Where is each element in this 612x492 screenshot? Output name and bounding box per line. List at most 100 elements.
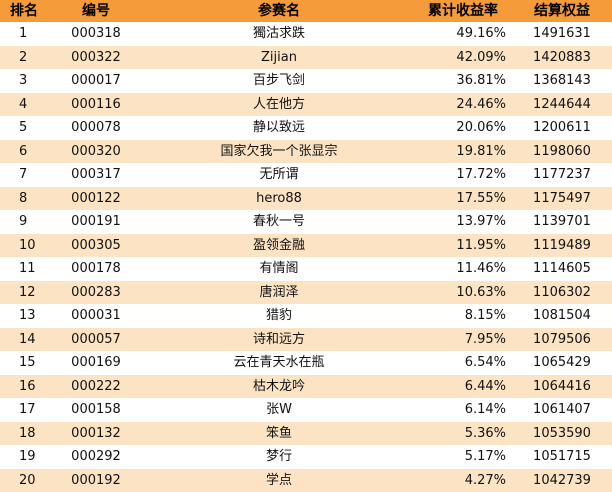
- header-rank: 排名: [10, 3, 38, 19]
- cell-name: 云在青天水在瓶: [233, 355, 325, 370]
- table-row: 2 000322 Zijian 42.09% 1420883: [0, 45, 612, 69]
- cell-equity: 1491631: [533, 26, 591, 41]
- table-row: 3 000017 百步飞剑 36.81% 1368143: [0, 69, 612, 93]
- cell-return: 11.95%: [456, 237, 506, 253]
- cell-name: 张W: [266, 402, 292, 417]
- cell-equity: 1119489: [533, 237, 591, 253]
- cell-name: Zijian: [261, 49, 297, 65]
- cell-rank: 14: [19, 331, 36, 347]
- cell-code: 000305: [71, 237, 121, 253]
- cell-return: 11.46%: [456, 261, 506, 276]
- cell-return: 6.14%: [464, 402, 506, 417]
- cell-name: 盈领金融: [252, 237, 305, 253]
- table-row: 19 000292 梦行 5.17% 1051715: [0, 445, 612, 469]
- table-row: 9 000191 春秋一号 13.97% 1139701: [0, 210, 612, 234]
- cell-rank: 15: [19, 355, 36, 370]
- cell-code: 000132: [71, 425, 121, 441]
- table-row: 16 000222 枯木龙吟 6.44% 1064416: [0, 374, 612, 398]
- cell-return: 5.36%: [464, 425, 506, 441]
- cell-return: 19.81%: [456, 143, 506, 159]
- cell-equity: 1051715: [533, 449, 591, 464]
- cell-code: 000191: [71, 214, 121, 229]
- cell-code: 000322: [71, 49, 121, 65]
- cell-return: 42.09%: [456, 49, 506, 65]
- cell-name: 百步飞剑: [252, 73, 305, 88]
- cell-rank: 3: [19, 73, 28, 88]
- cell-name: 无所谓: [259, 167, 299, 182]
- cell-return: 24.46%: [456, 96, 506, 112]
- cell-rank: 19: [19, 449, 36, 464]
- cell-return: 6.44%: [464, 378, 506, 394]
- cell-code: 000178: [71, 261, 121, 276]
- cell-equity: 1064416: [533, 378, 591, 394]
- cell-name: 猎豹: [265, 308, 292, 323]
- cell-return: 36.81%: [456, 73, 506, 88]
- cell-equity: 1053590: [533, 425, 591, 441]
- cell-code: 000017: [71, 73, 121, 88]
- cell-code: 000057: [71, 331, 121, 347]
- cell-name: 人在他方: [252, 96, 305, 112]
- cell-return: 7.95%: [464, 331, 506, 347]
- cell-name: 学点: [265, 472, 292, 488]
- cell-return: 49.16%: [456, 26, 506, 41]
- cell-name: 春秋一号: [252, 214, 305, 229]
- cell-rank: 18: [19, 425, 36, 441]
- header-equity: 结算权益: [534, 3, 590, 19]
- cell-rank: 10: [19, 237, 36, 253]
- cell-return: 4.27%: [464, 472, 506, 488]
- cell-code: 000317: [71, 167, 121, 182]
- cell-equity: 1244644: [533, 96, 591, 112]
- table-row: 20 000192 学点 4.27% 1042739: [0, 468, 612, 492]
- cell-return: 5.17%: [464, 449, 506, 464]
- cell-equity: 1114605: [533, 261, 591, 276]
- table-row: 10 000305 盈领金融 11.95% 1119489: [0, 233, 612, 257]
- cell-rank: 16: [19, 378, 36, 394]
- cell-rank: 12: [19, 284, 36, 300]
- cell-equity: 1175497: [533, 190, 591, 206]
- cell-equity: 1420883: [533, 49, 591, 65]
- table-row: 17 000158 张W 6.14% 1061407: [0, 398, 612, 422]
- cell-return: 17.72%: [456, 167, 506, 182]
- cell-rank: 9: [19, 214, 28, 229]
- cell-rank: 2: [19, 49, 28, 65]
- table-row: 7 000317 无所谓 17.72% 1177237: [0, 163, 612, 187]
- table-row: 4 000116 人在他方 24.46% 1244644: [0, 92, 612, 116]
- cell-code: 000320: [71, 143, 121, 159]
- header-name: 参赛名: [258, 3, 300, 19]
- table-header: 排名 编号 参赛名 累计收益率 结算权益: [0, 0, 612, 22]
- header-row: 排名 编号 参赛名 累计收益率 结算权益: [0, 0, 612, 22]
- table-row: 5 000078 静以致远 20.06% 1200611: [0, 116, 612, 140]
- cell-name: 獨沽求跌: [252, 26, 305, 41]
- cell-equity: 1368143: [533, 73, 591, 88]
- table-row: 1 000318 獨沽求跌 49.16% 1491631: [0, 22, 612, 46]
- cell-equity: 1042739: [533, 472, 591, 488]
- table-row: 12 000283 唐润泽 10.63% 1106302: [0, 280, 612, 304]
- table-row: 18 000132 笨鱼 5.36% 1053590: [0, 421, 612, 445]
- cell-code: 000116: [71, 96, 121, 112]
- cell-return: 17.55%: [456, 190, 506, 206]
- cell-code: 000169: [71, 355, 121, 370]
- cell-code: 000158: [71, 402, 121, 417]
- cell-equity: 1139701: [533, 214, 591, 229]
- cell-equity: 1081504: [533, 308, 591, 323]
- cell-name: 诗和远方: [252, 331, 305, 347]
- cell-name: 梦行: [265, 449, 292, 464]
- cell-rank: 11: [19, 261, 36, 276]
- cell-return: 10.63%: [456, 284, 506, 300]
- cell-rank: 5: [19, 120, 28, 135]
- header-code: 编号: [82, 3, 110, 19]
- cell-rank: 8: [19, 190, 28, 206]
- cell-rank: 1: [19, 26, 28, 41]
- table-row: 15 000169 云在青天水在瓶 6.54% 1065429: [0, 351, 612, 375]
- cell-return: 8.15%: [464, 308, 506, 323]
- cell-return: 6.54%: [464, 355, 506, 370]
- cell-code: 000318: [71, 26, 121, 41]
- cell-rank: 17: [19, 402, 36, 417]
- table-body: 1 000318 獨沽求跌 49.16% 1491631 2 000322 Zijian 42.…: [0, 22, 612, 492]
- cell-code: 000122: [71, 190, 121, 206]
- header-return: 累计收益率: [428, 3, 498, 19]
- cell-code: 000222: [71, 378, 121, 394]
- cell-rank: 20: [19, 472, 36, 488]
- cell-equity: 1200611: [533, 120, 591, 135]
